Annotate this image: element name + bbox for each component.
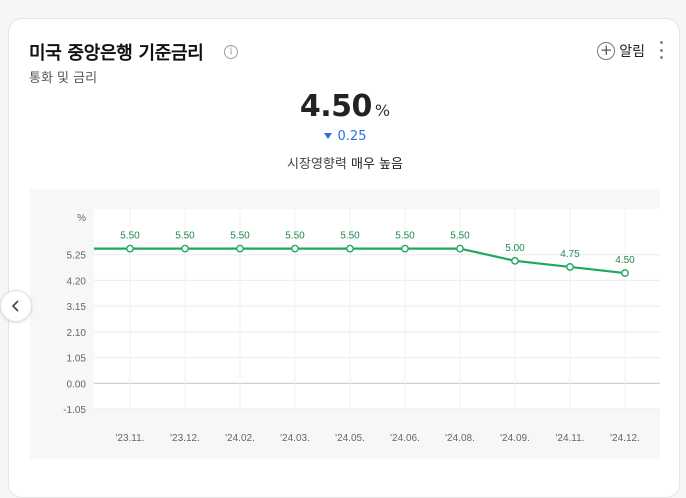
x-tick-label: '24.06. [390, 433, 420, 444]
y-tick-label: -1.05 [63, 405, 86, 416]
rate-change: 0.25 [9, 129, 681, 144]
impact-label: 시장영향력 [287, 157, 347, 172]
data-point [511, 256, 519, 265]
data-point [401, 244, 409, 253]
rate-line-chart: 5.25 4.20 3.15 2.10 1.05 0.00 -1.05% 5.50 5.50 5.… [63, 209, 660, 444]
info-icon[interactable]: i [224, 45, 238, 59]
data-label: 5.50 [450, 231, 470, 242]
y-tick-label: 0.00 [67, 379, 87, 390]
market-impact: 시장영향력 매우 높음 [9, 153, 681, 172]
page-title: 미국 중앙은행 기준금리 [29, 43, 204, 64]
data-point [126, 244, 134, 253]
y-tick-label: 5.25 [67, 251, 87, 262]
data-label: 4.75 [560, 249, 580, 260]
prev-button[interactable] [0, 290, 32, 322]
alarm-button[interactable]: + 알림 [597, 41, 645, 61]
data-label: 5.50 [340, 231, 360, 242]
x-tick-label: '23.11. [116, 433, 145, 444]
data-point [291, 244, 299, 253]
data-label: 5.50 [230, 231, 250, 242]
current-value: 4.50% [9, 89, 681, 124]
x-tick-label: '24.12. [610, 433, 640, 444]
x-tick-label: '24.11. [556, 433, 585, 444]
data-point [346, 244, 354, 253]
data-point [456, 244, 464, 253]
data-point [566, 263, 574, 271]
data-label: 5.50 [175, 231, 195, 242]
category-subtitle: 통화 및 금리 [29, 71, 98, 86]
rate-unit: % [374, 101, 391, 120]
x-tick-label: '23.12. [170, 433, 200, 444]
data-label: 5.50 [395, 231, 415, 242]
x-tick-label: '24.08. [445, 433, 475, 444]
down-triangle-icon [323, 133, 332, 139]
data-label: 5.50 [285, 231, 305, 242]
chart-area: 5.25 4.20 3.15 2.10 1.05 0.00 -1.05% 5.50 5.50 5.… [30, 189, 660, 459]
y-tick-label: 2.10 [67, 328, 87, 339]
x-tick-label: '24.09. [500, 433, 530, 444]
rate-card: 미국 중앙은행 기준금리 i 통화 및 금리 + 알림 4.50% 0.25 시… [8, 18, 680, 498]
plus-icon: + [597, 42, 616, 60]
rate-value: 4.50 [299, 89, 373, 124]
x-tick-label: '24.05. [335, 433, 365, 444]
alarm-label: 알림 [619, 44, 645, 60]
data-point [236, 244, 244, 253]
data-label: 4.50 [615, 255, 635, 266]
x-tick-label: '24.03. [280, 433, 310, 444]
data-point [181, 244, 189, 253]
data-label: 5.50 [120, 231, 140, 242]
more-menu-icon[interactable] [659, 41, 663, 59]
data-label: 5.00 [505, 243, 525, 254]
rate-change-value: 0.25 [337, 129, 367, 144]
impact-value: 매우 높음 [350, 157, 403, 172]
chevron-left-icon [11, 300, 19, 312]
x-tick-label: '24.02. [225, 433, 255, 444]
y-tick-label: 1.05 [67, 354, 87, 365]
y-tick-label: 3.15 [67, 302, 87, 313]
y-tick-label: 4.20 [67, 276, 87, 287]
data-point [621, 269, 629, 277]
plot-background [94, 209, 660, 409]
y-unit-label: % [77, 213, 86, 224]
